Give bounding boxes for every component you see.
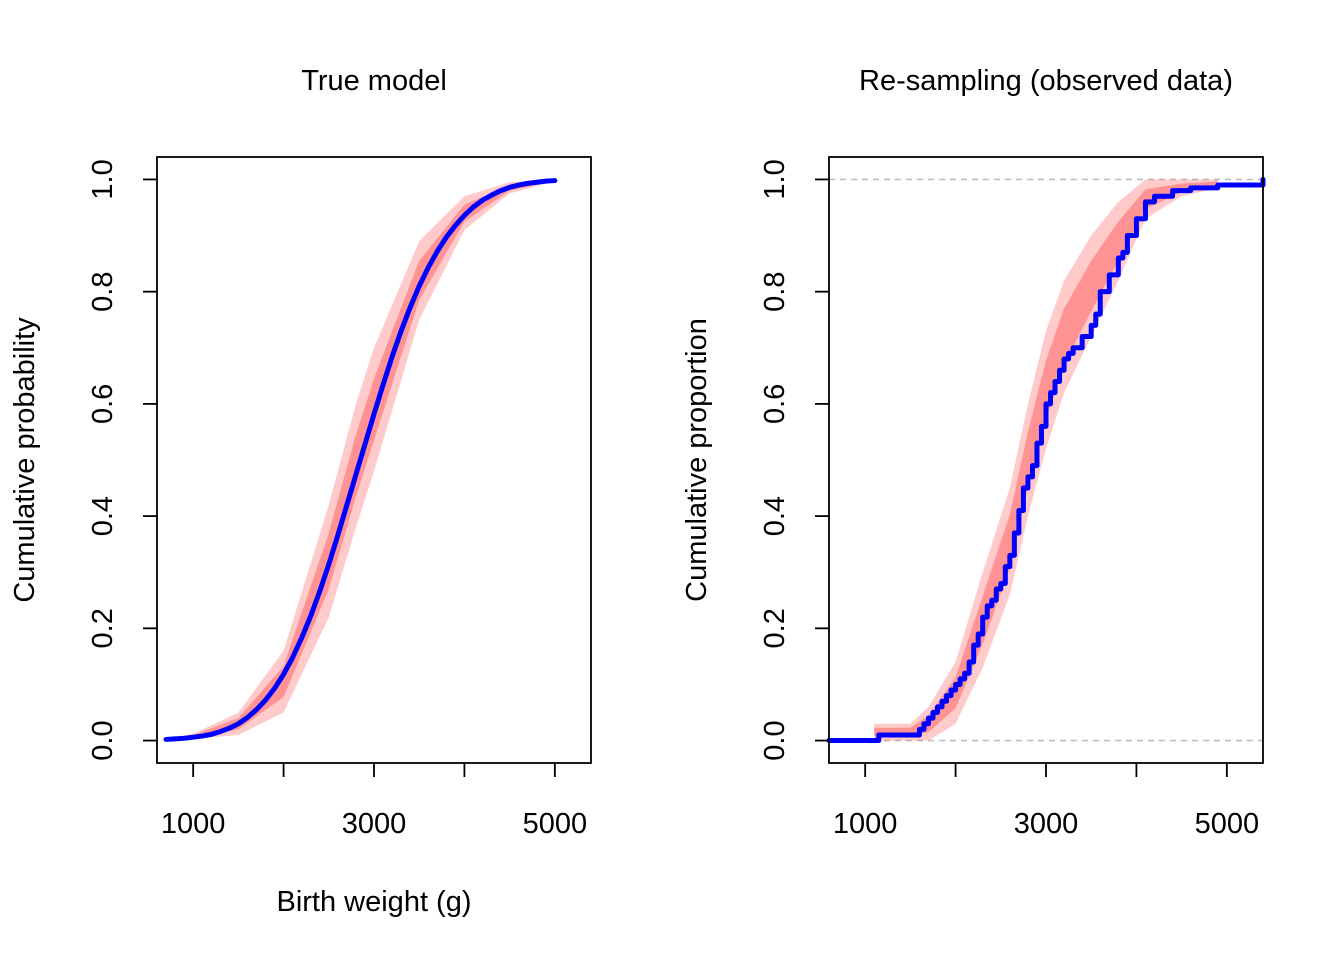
resample-band-core bbox=[874, 181, 1218, 737]
y-axis-label: Cumulative proportion bbox=[681, 318, 713, 602]
y-tick-label: 0.8 bbox=[759, 272, 791, 312]
y-tick-label: 0.2 bbox=[759, 608, 791, 648]
x-tick-label: 3000 bbox=[342, 808, 407, 840]
panel-true-model: True model Birth weight (g) Cumulative p… bbox=[9, 65, 592, 918]
y-tick-label: 0.2 bbox=[87, 608, 119, 648]
y-tick-label: 0.0 bbox=[87, 720, 119, 760]
y-tick-label: 1.0 bbox=[87, 159, 119, 199]
y-tick-label: 0.6 bbox=[87, 384, 119, 424]
x-tick-label: 5000 bbox=[1195, 808, 1260, 840]
panel-title: True model bbox=[301, 65, 447, 97]
y-tick-label: 0.4 bbox=[759, 496, 791, 536]
resample-band bbox=[874, 179, 1218, 741]
y-axis-label: Cumulative probability bbox=[9, 317, 41, 603]
y-tick-label: 1.0 bbox=[759, 159, 791, 199]
x-tick-label: 5000 bbox=[523, 808, 588, 840]
x-tick-label: 1000 bbox=[161, 808, 226, 840]
main-curve bbox=[826, 176, 1266, 744]
y-tick-label: 0.4 bbox=[87, 496, 119, 536]
plot-frame bbox=[828, 156, 1264, 764]
panel-resampling: Re-sampling (observed data) Cumulative p… bbox=[681, 65, 1266, 840]
x-axis-label: Birth weight (g) bbox=[276, 886, 471, 918]
x-tick-label: 3000 bbox=[1014, 808, 1079, 840]
panel-title: Re-sampling (observed data) bbox=[859, 65, 1233, 97]
y-tick-label: 0.0 bbox=[759, 720, 791, 760]
main-curve bbox=[163, 178, 558, 742]
y-tick-label: 0.8 bbox=[87, 272, 119, 312]
x-tick-label: 1000 bbox=[833, 808, 898, 840]
y-tick-label: 0.6 bbox=[759, 384, 791, 424]
